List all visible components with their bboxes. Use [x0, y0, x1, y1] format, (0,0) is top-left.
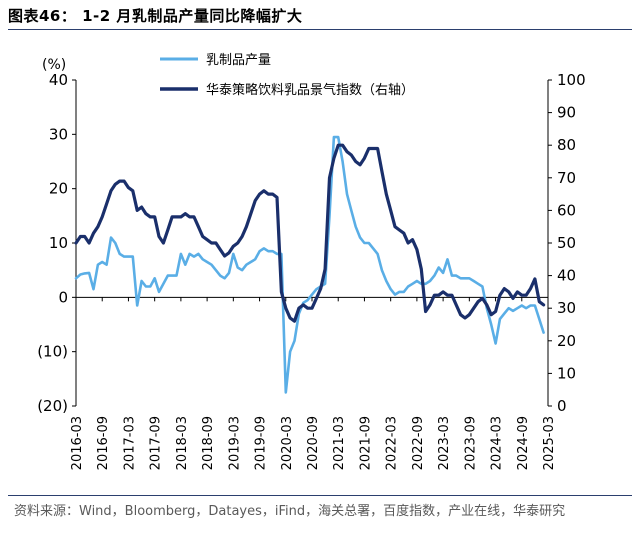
x-tick-label: 2024-09 — [516, 416, 531, 470]
x-tick-label: 2020-03 — [280, 416, 295, 470]
x-tick-label: 2022-03 — [385, 416, 400, 470]
legend-label: 华泰策略饮料乳品景气指数（右轴） — [206, 82, 414, 98]
chart-dual-axis-line: (%)403020100(10)(20)10090807060504030201… — [37, 53, 585, 470]
right-tick-label: 30 — [557, 299, 576, 317]
right-tick-label: 20 — [557, 332, 576, 350]
x-tick-label: 2020-09 — [306, 416, 321, 470]
right-tick-label: 60 — [557, 201, 576, 219]
x-tick-label: 2021-03 — [332, 416, 347, 470]
series-line-dairy-output — [74, 135, 545, 394]
right-tick-label: 80 — [557, 136, 576, 154]
source-note: 资料来源：Wind，Bloomberg，Datayes，iFind，海关总署，百… — [14, 504, 566, 519]
x-tick-label: 2016-09 — [96, 416, 111, 470]
legend-label: 乳制品产量 — [206, 53, 271, 68]
x-tick-label: 2016-03 — [70, 416, 85, 470]
x-tick-label: 2018-09 — [201, 416, 216, 470]
left-tick-label: (10) — [37, 343, 68, 361]
x-tick-label: 2017-09 — [149, 416, 164, 470]
series-lines — [74, 135, 546, 394]
title-rule — [8, 29, 632, 30]
x-tick-label: 2019-09 — [254, 416, 269, 470]
right-tick-label: 100 — [557, 71, 586, 89]
left-tick-label: (20) — [37, 397, 68, 415]
right-tick-label: 10 — [557, 364, 576, 382]
x-tick-label: 2025-03 — [542, 416, 557, 470]
left-tick-label: 40 — [49, 71, 68, 89]
right-tick-label: 90 — [557, 104, 576, 122]
right-tick-label: 50 — [557, 234, 576, 252]
left-tick-label: 20 — [49, 180, 68, 198]
bottom-rule — [8, 495, 632, 496]
left-tick-label: 10 — [49, 234, 68, 252]
left-tick-label: 0 — [58, 288, 68, 306]
left-tick-label: 30 — [49, 125, 68, 143]
x-tick-label: 2023-09 — [463, 416, 478, 470]
figure-title: 图表46： 1-2 月乳制品产量同比降幅扩大 — [8, 7, 303, 25]
left-axis-unit: (%) — [42, 57, 66, 73]
axes: (%)403020100(10)(20)10090807060504030201… — [37, 57, 585, 470]
right-tick-label: 70 — [557, 169, 576, 187]
x-tick-label: 2019-03 — [227, 416, 242, 470]
x-tick-label: 2021-09 — [358, 416, 373, 470]
right-tick-label: 40 — [557, 267, 576, 285]
x-tick-label: 2018-03 — [175, 416, 190, 470]
x-tick-label: 2022-09 — [411, 416, 426, 470]
x-tick-label: 2024-03 — [490, 416, 505, 470]
series-line-sentiment-index — [74, 143, 546, 323]
right-tick-label: 0 — [557, 397, 567, 415]
x-tick-label: 2017-03 — [122, 416, 137, 470]
x-tick-label: 2023-03 — [437, 416, 452, 470]
